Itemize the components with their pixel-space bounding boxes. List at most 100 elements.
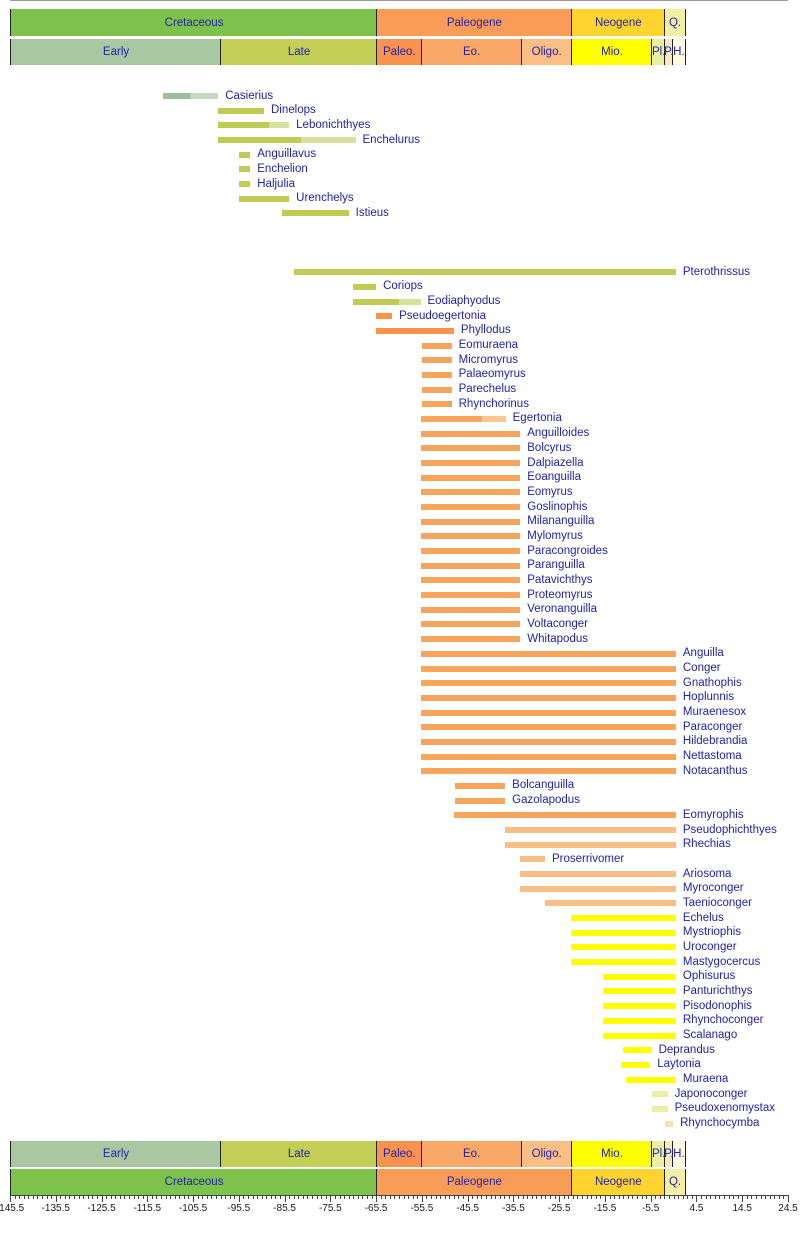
taxon-name-label: Parechelus [458, 383, 517, 396]
axis-minor-tick [431, 1195, 433, 1199]
axis-tick-label: -35.5 [502, 1203, 525, 1214]
axis-minor-tick [687, 1195, 689, 1199]
taxa-range-area: Casierius Dinelops Lebonichthyes Enchelurus… [0, 89, 800, 1134]
epoch-label: P. [664, 1148, 674, 1160]
axis-minor-tick [412, 1195, 414, 1199]
taxon-range-bar [623, 1047, 652, 1054]
taxon-range-bar [602, 1032, 676, 1039]
axis-major-tick [467, 1195, 469, 1202]
epoch-segment: Mio. [570, 1141, 653, 1167]
axis-minor-tick [490, 1195, 492, 1199]
epoch-label: Mio. [601, 46, 623, 58]
axis-major-tick [513, 1195, 515, 1202]
taxon-name-label: Dinelops [270, 104, 316, 117]
axis-minor-tick [458, 1195, 460, 1199]
axis-minor-tick [472, 1195, 474, 1199]
axis-minor-tick [632, 1195, 634, 1199]
taxon-name-label: Phyllodus [460, 324, 511, 337]
axis-minor-tick [110, 1195, 112, 1199]
period-segment: Cretaceous [10, 9, 378, 36]
axis-major-tick [238, 1195, 240, 1202]
axis-tick-label: -25.5 [547, 1203, 571, 1214]
axis-minor-tick [504, 1195, 506, 1199]
taxon-name-label: Enchelion [257, 162, 308, 175]
taxon-range-bar [293, 269, 676, 276]
axis-major-tick [742, 1195, 744, 1202]
axis-minor-tick [312, 1195, 314, 1199]
taxon-range-bar [420, 533, 521, 540]
axis-minor-tick [188, 1195, 190, 1199]
axis-minor-tick [540, 1195, 542, 1199]
taxon-range-bar [420, 724, 676, 731]
axis-major-tick [650, 1195, 652, 1202]
axis-minor-tick [366, 1195, 368, 1199]
axis-minor-tick [389, 1195, 391, 1199]
axis-minor-tick [591, 1195, 593, 1199]
axis-minor-tick [83, 1195, 85, 1199]
axis-minor-tick [733, 1195, 735, 1199]
axis-minor-tick [225, 1195, 227, 1199]
taxon-name-label: Rhynchocymba [680, 1117, 760, 1130]
axis-tick-label: -95.5 [227, 1203, 251, 1214]
axis-minor-tick [174, 1195, 176, 1199]
taxon-range-bar [420, 489, 521, 496]
taxon-range-bar [421, 386, 452, 393]
taxon-range-bar [454, 782, 506, 789]
taxon-range-bar [376, 313, 393, 320]
taxon-range-bar [620, 1061, 651, 1068]
taxon-range-bar [420, 738, 676, 745]
taxon-name-label: Proteomyrus [527, 588, 593, 601]
taxon-name-label: Myroconger [682, 882, 744, 895]
epoch-segment: Oligo. [520, 39, 572, 65]
axis-minor-tick [746, 1195, 748, 1199]
axis-minor-tick [664, 1195, 666, 1199]
period-label: Paleogene [446, 16, 502, 29]
axis-minor-tick [115, 1195, 117, 1199]
epoch-label: Eo. [462, 46, 481, 58]
axis-minor-tick [485, 1195, 487, 1199]
epoch-segment: Late [220, 39, 378, 65]
taxon-range-bar [420, 680, 676, 687]
epoch-segment: H. [671, 1141, 687, 1167]
epoch-segment: Eo. [420, 1141, 522, 1167]
taxon-range-bar [353, 283, 377, 290]
taxon-range-bar [376, 327, 454, 334]
axis-major-tick [788, 1195, 789, 1202]
taxon-range-bar [602, 1003, 676, 1010]
taxon-range-bar [570, 944, 676, 951]
taxon-range-bar [420, 577, 521, 584]
taxon-range-bar [420, 592, 521, 599]
taxon-name-label: Echelus [682, 911, 724, 924]
taxon-range-bar [420, 665, 676, 672]
axis-minor-tick [646, 1195, 648, 1199]
taxon-name-label: Paranguilla [527, 559, 585, 572]
taxon-name-label: Anguilloides [527, 427, 590, 440]
axis-minor-tick [37, 1195, 39, 1199]
epoch-label: H. [673, 46, 685, 58]
taxon-name-label: Eodiaphyodus [427, 295, 501, 308]
epoch-label: Early [102, 1148, 130, 1160]
axis-minor-tick [344, 1195, 346, 1199]
taxon-name-label: Hildebrandia [682, 735, 748, 748]
axis-tick-label: -145.5 [0, 1203, 25, 1214]
taxon-range-bar [520, 885, 676, 892]
epoch-segment: Paleo. [376, 39, 422, 65]
axis-minor-tick [408, 1195, 410, 1199]
taxon-range-bar [238, 151, 251, 158]
axis-minor-tick [453, 1195, 455, 1199]
axis-minor-tick [435, 1195, 437, 1199]
taxon-range-bar [505, 841, 676, 848]
axis-minor-tick [778, 1195, 780, 1199]
axis-minor-tick [357, 1195, 359, 1199]
axis-minor-tick [280, 1195, 281, 1199]
epoch-segment: Eo. [420, 39, 522, 65]
taxon-name-label: Notacanthus [682, 764, 748, 777]
taxon-range-bar [238, 181, 251, 188]
taxon-range-bar [420, 709, 676, 716]
taxon-range-bar [420, 474, 521, 481]
taxon-name-label: Haljulia [257, 177, 295, 190]
epoch-label: Late [287, 1148, 311, 1160]
top-border-line [10, 0, 788, 1]
axis-minor-tick [266, 1195, 268, 1199]
